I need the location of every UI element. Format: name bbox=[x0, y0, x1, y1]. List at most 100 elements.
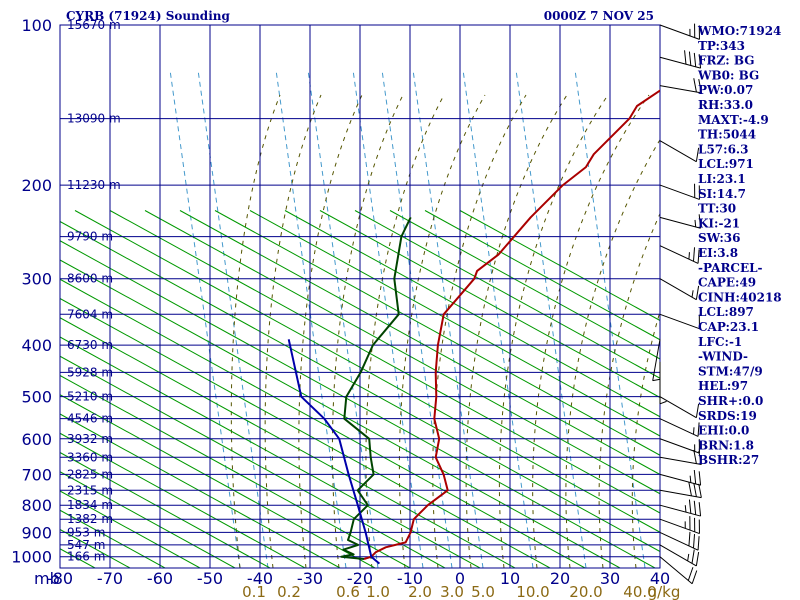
height-label: 1382 m bbox=[67, 512, 113, 526]
mixing-ratio-label: 40.0 bbox=[623, 583, 656, 600]
dry-adiabat bbox=[60, 317, 516, 568]
sounding-time: 0000Z 7 NOV 25 bbox=[544, 9, 654, 23]
wind-barb-flag bbox=[697, 249, 700, 264]
dry-adiabat bbox=[60, 220, 660, 553]
height-label: 11230 m bbox=[67, 178, 121, 192]
mixing-ratio-line bbox=[412, 69, 484, 568]
temperature-tick-label: 0 bbox=[455, 569, 465, 588]
wind-barb bbox=[659, 556, 698, 585]
wind-barb-staff bbox=[659, 278, 697, 301]
stability-index: PW:0.07 bbox=[698, 83, 753, 97]
temperature-tick-label: 10 bbox=[500, 569, 520, 588]
pressure-tick-label: 400 bbox=[21, 336, 52, 355]
wind-barb-flag bbox=[697, 422, 700, 437]
wind-barb-staff bbox=[659, 504, 701, 517]
wind-barb-flag bbox=[693, 449, 697, 464]
stability-index: EI:3.8 bbox=[698, 246, 738, 260]
height-label: 2825 m bbox=[67, 467, 113, 481]
wind-barb-flag bbox=[698, 214, 702, 229]
plot-frame bbox=[59, 24, 661, 569]
moist-adiabat bbox=[398, 94, 486, 568]
wind-barb-flag bbox=[695, 285, 700, 300]
mixing-ratio-lines bbox=[169, 69, 646, 568]
moist-adiabat bbox=[565, 138, 660, 568]
wind-barb-flag bbox=[698, 502, 702, 517]
wind-barb bbox=[659, 469, 702, 486]
wind-barb-staff bbox=[659, 140, 697, 163]
dry-adiabat bbox=[60, 259, 621, 568]
wind-barb bbox=[659, 214, 702, 229]
dry-adiabat bbox=[60, 451, 271, 568]
wind-barb-flag bbox=[691, 549, 695, 564]
height-label: 5928 m bbox=[67, 365, 113, 379]
temperature-tick-label: -30 bbox=[297, 569, 323, 588]
stability-index: TP:343 bbox=[698, 39, 745, 53]
stability-index: RH:33.0 bbox=[698, 98, 753, 112]
stability-index: SHR+:0.0 bbox=[698, 394, 763, 408]
dry-adiabat bbox=[319, 210, 660, 399]
wind-barb-staff bbox=[659, 216, 701, 229]
wind-barb-flag bbox=[692, 534, 696, 549]
wind-barb-flag bbox=[688, 499, 692, 514]
temperature-tick-label: -10 bbox=[397, 569, 423, 588]
stability-index: SI:14.7 bbox=[698, 187, 746, 201]
wind-barb bbox=[659, 438, 700, 454]
pressure-tick-label: 200 bbox=[21, 176, 52, 195]
mixing-ratio-label: 5.0 bbox=[471, 583, 495, 600]
stability-index: FRZ: BG bbox=[698, 54, 754, 68]
temperature-tick-label: -20 bbox=[347, 569, 373, 588]
wind-barb bbox=[659, 531, 700, 551]
moist-adiabat bbox=[465, 94, 568, 568]
wind-barb bbox=[659, 544, 700, 567]
wind-barb-flag bbox=[691, 570, 698, 584]
wind-barb-flag bbox=[695, 147, 700, 162]
wind-barb-staff bbox=[659, 518, 700, 535]
dry-adiabat bbox=[354, 210, 660, 379]
wind-barb-flag bbox=[698, 79, 702, 93]
moist-adiabat bbox=[432, 94, 527, 568]
moist-adiabat bbox=[532, 94, 650, 568]
pressure-tick-label: 100 bbox=[21, 16, 52, 35]
wind-barb-staff bbox=[659, 531, 699, 551]
pressure-axis-unit: mb bbox=[34, 569, 60, 588]
dry-adiabat bbox=[424, 210, 660, 341]
wind-barb-flag bbox=[693, 52, 697, 67]
moist-adiabat bbox=[365, 94, 445, 568]
wind-barb-flag bbox=[698, 54, 702, 69]
stability-index: LCL:897 bbox=[698, 305, 754, 319]
moist-adiabat bbox=[230, 94, 281, 568]
mixing-ratio-line bbox=[462, 69, 534, 568]
wind-barb bbox=[659, 183, 700, 200]
dry-adiabat bbox=[144, 210, 660, 495]
temperature-tick-label: 30 bbox=[600, 569, 620, 588]
wind-barb-flag bbox=[687, 567, 694, 581]
temperature-tick-label: 20 bbox=[550, 569, 570, 588]
height-label: 3360 m bbox=[67, 450, 113, 464]
wind-barb-flag bbox=[693, 482, 697, 497]
wind-barb bbox=[659, 23, 700, 40]
dry-adiabat bbox=[389, 210, 660, 360]
wind-barb-staff bbox=[659, 438, 700, 454]
wind-barb-flag bbox=[684, 505, 687, 513]
wind-barb bbox=[659, 313, 700, 330]
parcel-profile bbox=[287, 339, 381, 565]
wind-barb-flag bbox=[695, 551, 700, 566]
temperature-tick-label: 40 bbox=[650, 569, 670, 588]
dewpoint-profile bbox=[340, 216, 412, 560]
dry-adiabat bbox=[60, 490, 201, 568]
wind-barb-flag bbox=[693, 469, 697, 484]
wind-barb bbox=[659, 278, 700, 301]
dry-adiabat bbox=[60, 432, 306, 568]
wind-barb-flag bbox=[659, 400, 667, 405]
stability-index: LFC:-1 bbox=[698, 335, 742, 349]
dry-adiabat bbox=[214, 210, 660, 456]
stability-index: TT:30 bbox=[698, 202, 736, 216]
wind-barb bbox=[659, 396, 700, 419]
wind-barb-flag bbox=[691, 290, 694, 298]
dry-adiabat bbox=[60, 297, 551, 568]
wind-barb-staff bbox=[659, 544, 697, 567]
wind-barb-staff bbox=[659, 556, 693, 585]
wind-barb-flag bbox=[693, 500, 697, 515]
mixing-ratio-line bbox=[275, 69, 347, 568]
